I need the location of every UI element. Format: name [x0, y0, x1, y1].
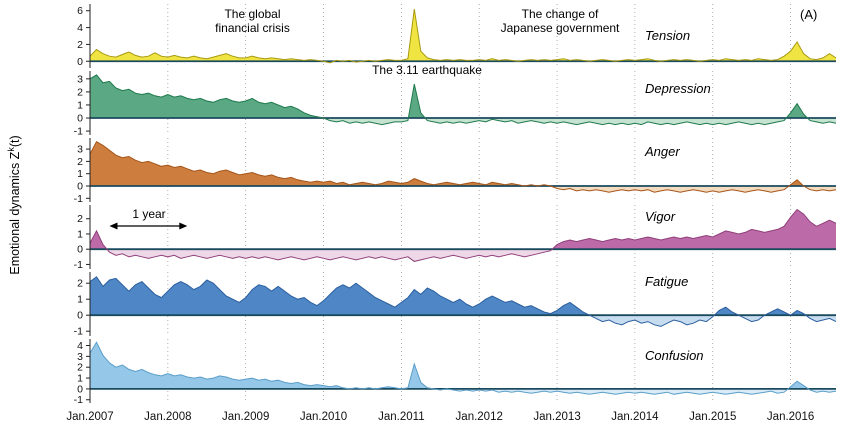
x-tick-label: Jan.2014 [611, 411, 659, 423]
svg-text:1: 1 [77, 294, 83, 306]
annotation-one-year: 1 year [132, 207, 166, 221]
y-axis-label: Emotional dynamics Zk(t) [6, 95, 22, 315]
x-tick-label: Jan.2015 [689, 411, 736, 423]
panel-label-depression: Depression [645, 81, 711, 96]
x-tick-label: Jan.2008 [144, 411, 191, 423]
svg-text:2: 2 [77, 213, 83, 225]
x-tick-label: Jan.2009 [222, 411, 269, 423]
annotation-311-earthquake: The 3.11 earthquake [372, 63, 482, 77]
svg-text:0: 0 [77, 383, 83, 395]
x-tick-label: Jan.2011 [378, 411, 424, 423]
svg-text:2: 2 [77, 278, 83, 290]
svg-text:1: 1 [77, 373, 83, 385]
panel-tension: 0 2 4 6 [77, 4, 837, 68]
svg-text:6: 6 [77, 5, 83, 17]
svg-text:4: 4 [77, 22, 83, 34]
svg-text:2: 2 [77, 86, 83, 98]
svg-text:3: 3 [77, 144, 83, 156]
svg-text:3: 3 [77, 73, 83, 85]
svg-text:2: 2 [77, 39, 83, 51]
y-axis-label-superscript: k [6, 147, 16, 152]
svg-text:0: 0 [77, 310, 83, 322]
svg-text:-1: -1 [74, 126, 83, 138]
one-year-arrow [109, 222, 188, 230]
panel-label-tension: Tension [645, 28, 691, 43]
x-tick-label: Jan.2010 [300, 411, 347, 423]
x-tick-label: Jan.2012 [456, 411, 503, 423]
svg-text:2: 2 [77, 156, 83, 168]
panel-depression: -10 123 [74, 71, 837, 138]
svg-text:4: 4 [77, 340, 83, 352]
svg-text:0: 0 [77, 113, 83, 125]
svg-text:1: 1 [77, 99, 83, 111]
panel-label-vigor: Vigor [645, 209, 676, 224]
annotation-global-financial-crisis: The global financial crisis [215, 7, 290, 36]
svg-text:0: 0 [77, 56, 83, 68]
x-tick-label: Jan.2013 [533, 411, 580, 423]
x-tick-label: Jan.2016 [767, 411, 814, 423]
svg-text:-1: -1 [74, 259, 83, 271]
annotation-japanese-government-change: The change of Japanese government [500, 7, 620, 36]
svg-text:2: 2 [77, 362, 83, 374]
svg-text:3: 3 [77, 351, 83, 363]
svg-text:1: 1 [77, 228, 83, 240]
svg-text:-1: -1 [74, 394, 83, 406]
svg-text:0: 0 [77, 244, 83, 256]
svg-text:-1: -1 [74, 326, 83, 338]
y-axis-label-suffix: (t) [8, 135, 23, 148]
panel-vigor: -1 0 1 2 [74, 205, 837, 271]
svg-text:-1: -1 [74, 193, 83, 205]
svg-text:0: 0 [77, 181, 83, 193]
panel-label-anger: Anger [645, 144, 680, 159]
svg-text:1: 1 [77, 168, 83, 180]
panel-label-confusion: Confusion [645, 348, 704, 363]
panel-fatigue: -1 0 1 2 [74, 272, 837, 338]
panel-tag-a: (A) [800, 7, 818, 22]
y-axis-label-prefix: Emotional dynamics Z [8, 151, 23, 275]
x-tick-label: Jan.2007 [66, 411, 113, 423]
panel-label-fatigue: Fatigue [645, 274, 689, 289]
